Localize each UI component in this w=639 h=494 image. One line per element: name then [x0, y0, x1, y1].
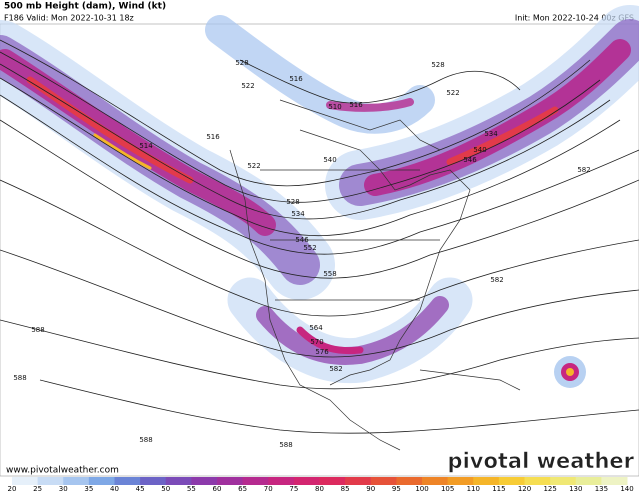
contour-label: 540	[473, 146, 486, 154]
colorbar-label: 120	[518, 485, 531, 493]
colorbar-segment	[242, 477, 269, 485]
website: www.pivotalweather.com	[6, 466, 119, 476]
coastlines	[229, 99, 521, 451]
contour-label: 546	[463, 156, 477, 164]
colorbar-label: 30	[59, 485, 68, 493]
colorbar-label: 130	[569, 485, 582, 493]
contour-label: 528	[235, 59, 248, 67]
colorbar-label: 140	[620, 485, 633, 493]
colorbar-segment	[12, 477, 39, 485]
colorbar-segment	[140, 477, 167, 485]
contour-label: 588	[139, 436, 152, 444]
colorbar-segment	[37, 477, 64, 485]
colorbar-label: 85	[341, 485, 350, 493]
contour-label: 516	[289, 75, 303, 83]
contour-label: 528	[431, 61, 444, 69]
contour-label: 558	[323, 270, 336, 278]
colorbar-label: 80	[315, 485, 324, 493]
colorbar-label: 55	[187, 485, 196, 493]
contour-label: 570	[310, 338, 323, 346]
contour-label: 522	[247, 162, 260, 170]
colorbar-segment	[319, 477, 346, 485]
colorbar-segment	[396, 477, 423, 485]
contour-label: 540	[323, 156, 336, 164]
colorbar-label: 105	[441, 485, 454, 493]
colorbar-segment	[114, 477, 141, 485]
colorbar-label: 25	[33, 485, 42, 493]
contour-label: 528	[286, 198, 299, 206]
contour-label: 588	[13, 374, 26, 382]
colorbar-segment	[191, 477, 218, 485]
colorbar-label: 125	[543, 485, 556, 493]
colorbar-label: 60	[213, 485, 222, 493]
contour-label: 582	[490, 276, 503, 284]
contour-label: 534	[484, 130, 498, 138]
colorbar-label: 70	[264, 485, 273, 493]
colorbar-label: 45	[136, 485, 145, 493]
colorbar-segment	[88, 477, 115, 485]
contour-label: 546	[295, 236, 309, 244]
contour-label: 522	[446, 89, 459, 97]
map-title: 500 mb Height (dam), Wind (kt)	[4, 2, 166, 12]
colorbar-segment	[217, 477, 244, 485]
contour-label: 588	[279, 441, 292, 449]
colorbar-segment	[293, 477, 320, 485]
colorbar-label: 115	[492, 485, 505, 493]
colorbar-label: 110	[467, 485, 480, 493]
colorbar-segment	[447, 477, 474, 485]
colorbar-label: 40	[110, 485, 119, 493]
contour-label: 582	[577, 166, 590, 174]
contour-label: 588	[31, 326, 44, 334]
contour-label: 522	[241, 82, 254, 90]
valid-time: F186 Valid: Mon 2022-10-31 18z	[4, 14, 134, 23]
colorbar-segment	[63, 477, 90, 485]
colorbar-label: 35	[84, 485, 93, 493]
contour-label: 516	[206, 133, 220, 141]
contour-label: 516	[349, 101, 363, 109]
colorbar-label: 50	[161, 485, 170, 493]
colorbar-segment	[550, 477, 577, 485]
contour-label: 510	[328, 103, 341, 111]
colorbar-segment	[370, 477, 397, 485]
colorbar-segment	[524, 477, 551, 485]
colorbar-label: 75	[289, 485, 298, 493]
colorbar-segment	[345, 477, 372, 485]
contour-label: 576	[315, 348, 329, 356]
colorbar-segment	[473, 477, 500, 485]
contour-label: 582	[329, 365, 342, 373]
map-area: 528 516 522 522 528 510 516 514 516 522 528 534 540 5…	[0, 5, 639, 477]
contour-label: 534	[291, 210, 305, 218]
colorbar-label: 65	[238, 485, 247, 493]
colorbar: 20 25 30 35 40 45 50 55 60 65 70 75 80 85 90 95 100 105 11…	[8, 477, 634, 493]
colorbar-label: 135	[595, 485, 608, 493]
contour-labels: 528 516 522 522 528 510 516 514 516 522 528 534 540 5…	[13, 59, 590, 449]
colorbar-segment	[601, 477, 628, 485]
colorbar-label: 100	[415, 485, 428, 493]
colorbar-label: 95	[392, 485, 401, 493]
colorbar-label: 90	[366, 485, 375, 493]
colorbar-segment	[575, 477, 602, 485]
colorbar-segment	[422, 477, 449, 485]
contour-label: 514	[139, 142, 153, 150]
colorbar-segment	[165, 477, 192, 485]
colorbar-segment	[498, 477, 525, 485]
contour-label: 552	[303, 244, 316, 252]
logo: pivotal weather	[448, 449, 635, 473]
init-time: Init: Mon 2022-10-24 00z GFS	[515, 14, 634, 23]
colorbar-label: 20	[8, 485, 17, 493]
contour-label: 564	[309, 324, 323, 332]
height-contours	[0, 39, 639, 434]
colorbar-segment	[268, 477, 295, 485]
